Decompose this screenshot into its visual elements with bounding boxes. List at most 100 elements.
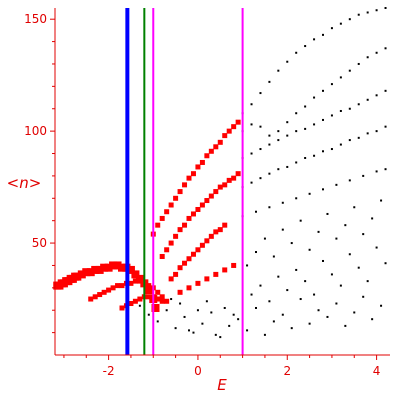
data-point xyxy=(173,233,179,239)
data-point xyxy=(213,189,219,195)
data-point xyxy=(317,309,320,312)
x-tick-label: -2 xyxy=(103,364,115,378)
data-point xyxy=(268,206,271,209)
series-11 xyxy=(241,168,387,218)
data-point xyxy=(250,152,253,155)
data-point xyxy=(299,219,302,222)
data-point xyxy=(268,300,271,303)
data-point xyxy=(235,171,241,177)
data-point xyxy=(308,248,311,251)
data-point xyxy=(228,324,231,327)
data-point xyxy=(182,222,188,228)
data-point xyxy=(384,262,387,265)
data-point xyxy=(313,154,316,157)
series-5 xyxy=(168,222,228,282)
data-point xyxy=(174,327,177,330)
data-point xyxy=(259,92,262,95)
data-point xyxy=(118,263,126,272)
data-point xyxy=(196,309,199,312)
data-point xyxy=(186,215,192,221)
data-point xyxy=(113,261,122,270)
data-point xyxy=(214,333,217,336)
data-point xyxy=(222,182,228,188)
series-13 xyxy=(170,246,387,336)
data-point xyxy=(246,264,249,267)
data-point xyxy=(183,315,186,318)
data-point xyxy=(326,212,329,215)
data-point xyxy=(268,80,271,83)
data-point xyxy=(290,242,293,245)
data-point xyxy=(357,103,360,106)
data-point xyxy=(177,189,183,195)
data-point xyxy=(348,107,351,110)
data-point xyxy=(313,123,316,126)
data-point xyxy=(304,45,307,48)
data-point xyxy=(313,96,316,99)
data-point xyxy=(182,260,188,266)
data-point xyxy=(190,171,196,177)
data-point xyxy=(199,159,205,165)
data-point xyxy=(190,211,196,217)
x-axis-title: E xyxy=(217,376,227,394)
data-point xyxy=(195,206,201,212)
data-point xyxy=(384,89,387,92)
data-point xyxy=(204,153,210,159)
data-point xyxy=(237,318,240,321)
data-point xyxy=(366,56,369,59)
data-point xyxy=(263,237,266,240)
data-point xyxy=(263,333,266,336)
data-point xyxy=(146,294,152,300)
data-point xyxy=(208,233,214,239)
data-point xyxy=(217,184,223,190)
data-point xyxy=(322,188,324,191)
data-point xyxy=(223,306,226,309)
data-point xyxy=(195,247,201,253)
data-point xyxy=(384,125,387,128)
series-3 xyxy=(150,119,241,237)
series-14 xyxy=(246,199,383,267)
data-point xyxy=(77,270,86,279)
data-point xyxy=(304,156,307,159)
data-point xyxy=(353,311,356,314)
data-point xyxy=(384,47,387,50)
data-point xyxy=(151,303,160,312)
data-point xyxy=(375,130,378,133)
data-point xyxy=(322,118,324,121)
data-point xyxy=(88,296,94,302)
data-point xyxy=(322,89,324,92)
data-point xyxy=(295,112,298,115)
data-point xyxy=(339,76,342,79)
data-point xyxy=(101,289,107,295)
data-point xyxy=(177,289,183,295)
data-point xyxy=(173,271,179,277)
data-point xyxy=(335,302,338,305)
x-tick-label: 4 xyxy=(373,364,381,378)
data-point xyxy=(348,179,351,182)
data-point xyxy=(330,148,333,151)
data-point xyxy=(217,139,223,145)
data-point xyxy=(277,275,280,278)
data-point xyxy=(188,329,190,332)
data-point xyxy=(295,268,298,271)
data-point xyxy=(104,263,113,272)
data-point xyxy=(339,143,342,146)
data-point xyxy=(255,210,257,213)
data-point xyxy=(208,148,214,154)
data-point xyxy=(362,233,365,236)
data-point xyxy=(217,227,223,233)
series-0 xyxy=(53,261,160,312)
data-point xyxy=(348,253,351,256)
data-point xyxy=(304,127,307,130)
data-point xyxy=(186,285,192,291)
data-point xyxy=(357,62,360,65)
data-point xyxy=(339,22,342,25)
data-point xyxy=(128,301,134,307)
data-point xyxy=(165,309,168,312)
chart-markers xyxy=(53,7,387,339)
series-12 xyxy=(138,295,383,339)
data-point xyxy=(380,304,383,307)
data-point xyxy=(109,261,118,270)
data-point xyxy=(106,287,112,293)
data-point xyxy=(201,322,204,325)
data-point xyxy=(100,263,109,272)
